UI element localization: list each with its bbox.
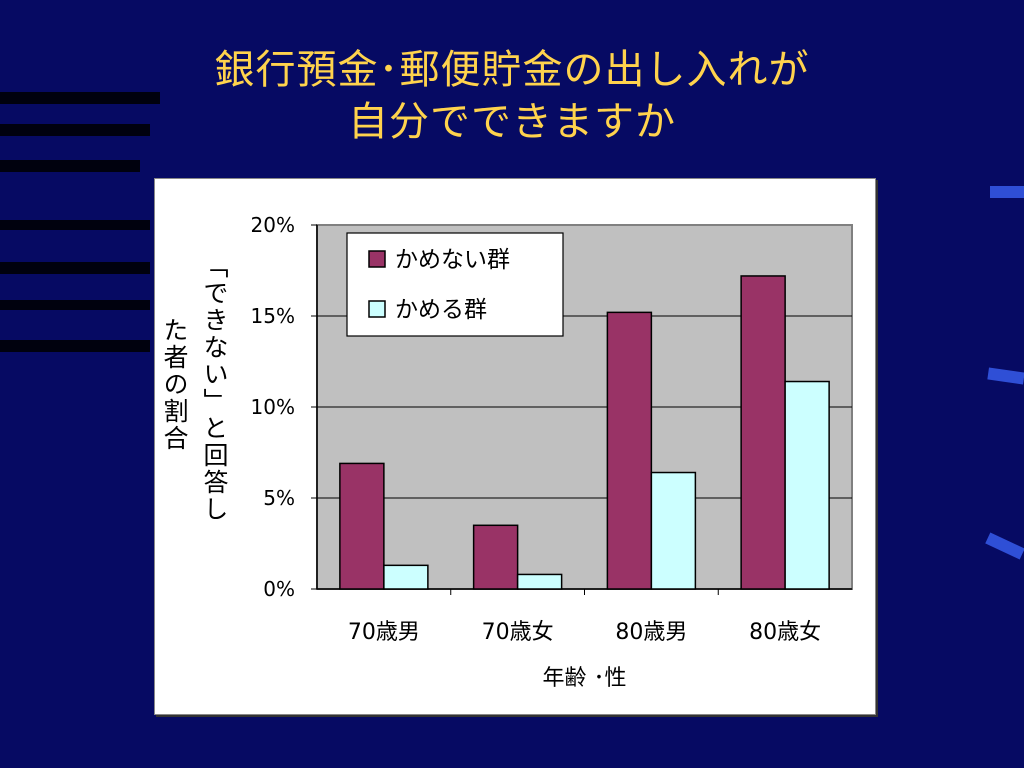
y-tick-label: 5% — [263, 486, 295, 510]
bar-kameru-4 — [784, 380, 830, 590]
title-line-1: 銀行預金･郵便貯金の出し入れが — [214, 47, 810, 93]
chart-panel: 0% 5% 10% 15% 20% 70歳男 70歳女 80歳男 80歳女年齢 ･性 かめない群か… — [154, 178, 876, 715]
bar-kameru-1 — [383, 564, 429, 590]
bar-kamenai-3 — [606, 311, 653, 590]
legend-label-1: かめない群 — [395, 247, 510, 273]
x-category-label: 80歳女 — [749, 620, 821, 645]
bar-kamenai-2 — [472, 524, 519, 590]
bar-kamenai-4 — [740, 275, 786, 590]
x-axis-label: 年齢 ･性 — [543, 666, 627, 691]
y-tick-label: 20% — [251, 213, 295, 237]
title-line-2: 自分でできますか — [348, 99, 676, 145]
x-category-label: 70歳女 — [482, 620, 554, 645]
y-axis-label-line-1: 「できない」と回答し — [200, 253, 229, 523]
y-axis-label-line-2: た者の割合 — [160, 317, 189, 452]
legend-swatch-1 — [368, 250, 386, 268]
bar-kamenai-1 — [339, 462, 385, 590]
y-tick-label: 15% — [251, 304, 295, 328]
legend-box — [346, 232, 564, 337]
y-tick-label: 0% — [263, 577, 295, 601]
y-tick-label: 10% — [251, 395, 295, 419]
bar-kameru-3 — [650, 471, 697, 590]
slide-title: 銀行預金･郵便貯金の出し入れが 自分でできますか — [0, 44, 1024, 148]
x-category-label: 80歳男 — [615, 620, 687, 645]
legend-swatch-2 — [368, 300, 386, 318]
bar-kameru-2 — [516, 573, 563, 590]
x-category-label: 70歳男 — [348, 620, 420, 645]
legend-label-2: かめる群 — [395, 297, 487, 323]
